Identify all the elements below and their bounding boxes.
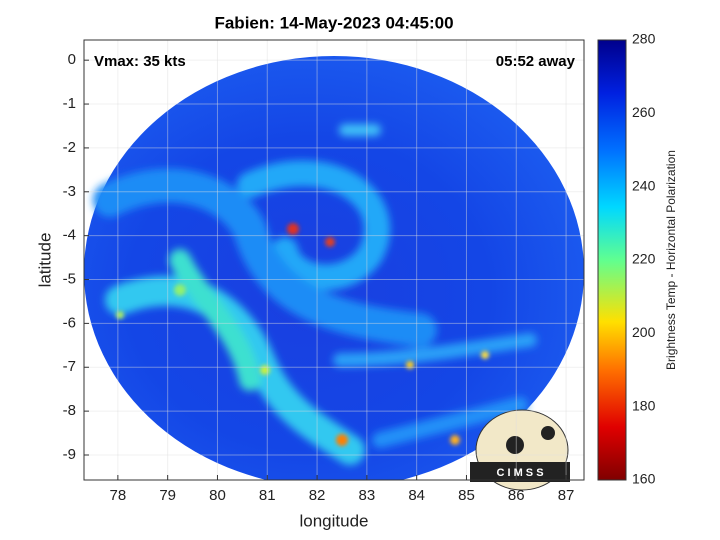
logo: C I M S S xyxy=(470,409,570,491)
y-tick-label: 0 xyxy=(68,51,76,68)
x-tick-label: 82 xyxy=(309,487,326,504)
x-tick-label: 86 xyxy=(508,487,525,504)
colorbar-tick-label: 280 xyxy=(632,31,656,47)
colorbar-tick-label: 240 xyxy=(632,177,656,193)
x-tick-label: 80 xyxy=(209,487,226,504)
y-tick-label: -1 xyxy=(63,95,76,112)
y-tick-label: -7 xyxy=(63,358,76,375)
annotation: Vmax: 35 kts xyxy=(94,53,186,70)
logo-text: C I M S S xyxy=(496,467,543,479)
colorbar xyxy=(597,39,627,481)
x-tick-label: 85 xyxy=(458,487,475,504)
colorbar-tick-label: 260 xyxy=(632,104,656,120)
colorbar-tick-label: 200 xyxy=(632,324,656,340)
x-tick-label: 79 xyxy=(159,487,176,504)
colorbar-label: Brightness Temp - Horizontal Polarizatio… xyxy=(664,150,678,370)
y-tick-label: -4 xyxy=(63,227,76,244)
y-tick-label: -3 xyxy=(63,183,76,200)
y-tick-label: -9 xyxy=(63,446,76,463)
x-tick-label: 84 xyxy=(408,487,425,504)
y-tick-label: -6 xyxy=(63,314,76,331)
y-tick-label: -5 xyxy=(63,270,76,287)
colorbar-tick-label: 220 xyxy=(632,251,656,267)
x-tick-label: 78 xyxy=(110,487,127,504)
colorbar-tick-label: 160 xyxy=(632,471,656,487)
colorbar-tick-label: 180 xyxy=(632,397,656,413)
satellite-image xyxy=(84,40,584,480)
chart-title: Fabien: 14-May-2023 04:45:00 xyxy=(214,13,453,32)
y-tick-label: -2 xyxy=(63,139,76,156)
y-tick-label: -8 xyxy=(63,402,76,419)
y-axis-label: latitude xyxy=(35,233,54,288)
annotation: 05:52 away xyxy=(496,53,576,70)
x-axis-label: longitude xyxy=(299,511,368,530)
plot-frame xyxy=(83,39,585,481)
x-tick-label: 81 xyxy=(259,487,276,504)
x-tick-label: 87 xyxy=(558,487,575,504)
x-tick-label: 83 xyxy=(359,487,376,504)
